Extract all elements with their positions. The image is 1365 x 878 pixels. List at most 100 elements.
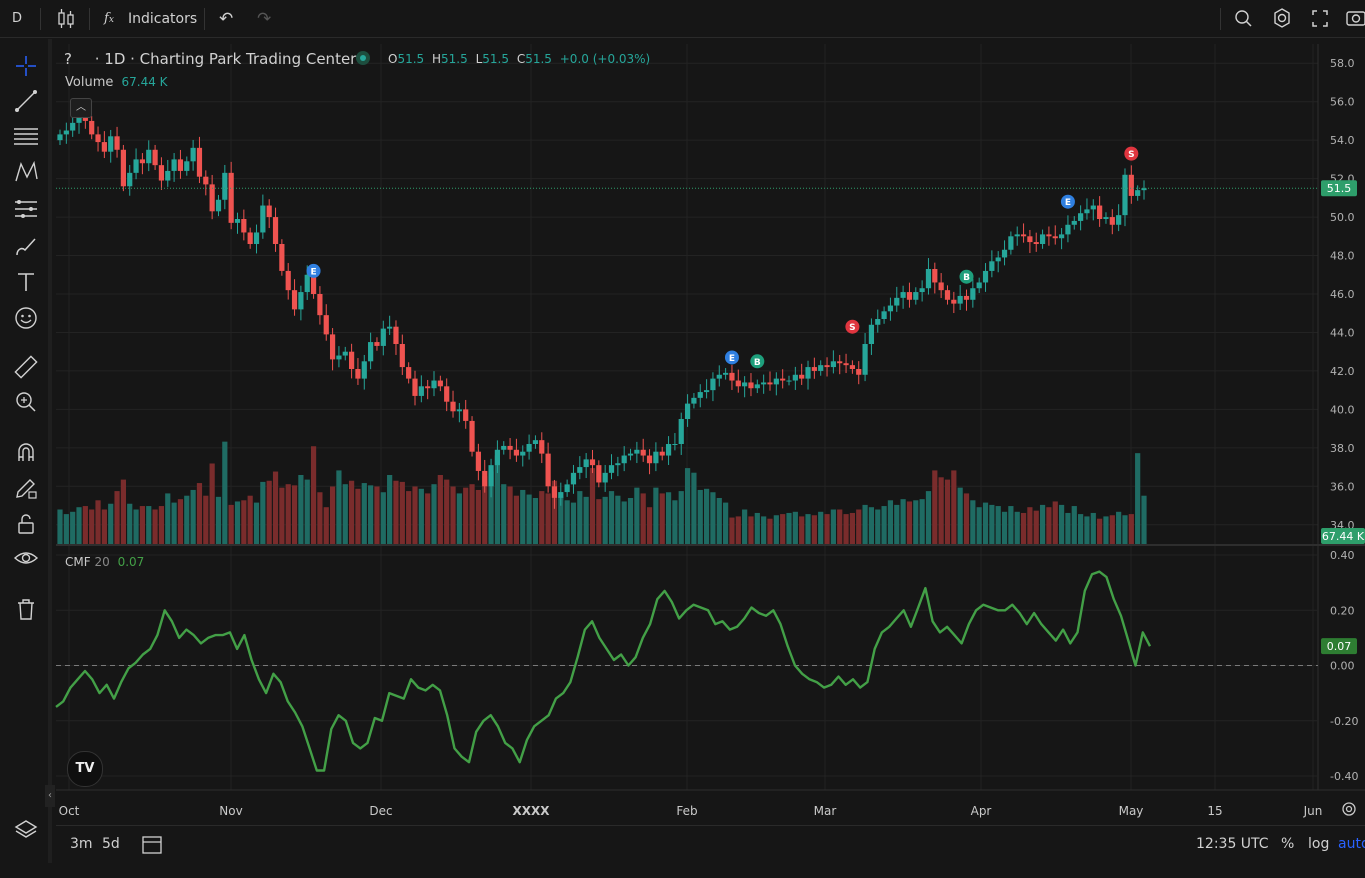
calendar-goto-date-icon[interactable] xyxy=(142,826,162,863)
ruler-icon[interactable] xyxy=(13,354,39,380)
last-price-tag xyxy=(1321,180,1357,197)
range-5d-button[interactable]: 5d xyxy=(102,836,120,852)
candle-body xyxy=(127,172,133,187)
candle-body xyxy=(241,219,247,233)
candle-body xyxy=(146,149,152,164)
candle-body xyxy=(177,159,184,171)
candle-body xyxy=(799,374,805,379)
event-marker-letter: S xyxy=(1128,150,1134,160)
crosshair-icon[interactable] xyxy=(13,53,39,79)
object-tree-layers-icon[interactable] xyxy=(13,816,39,842)
symbol-title[interactable]: · 1D · Charting Park Trading Center xyxy=(94,50,357,68)
text-tool-icon[interactable] xyxy=(13,269,39,295)
volume-bar xyxy=(63,514,69,544)
projection-icon[interactable] xyxy=(13,196,39,222)
candle-body xyxy=(114,136,120,150)
volume-bar xyxy=(266,480,272,544)
eye-icon[interactable] xyxy=(13,545,39,571)
volume-bar xyxy=(317,492,323,544)
candle-body xyxy=(716,374,722,379)
lock-icon[interactable] xyxy=(13,511,39,537)
volume-bar xyxy=(406,491,412,544)
magnet-icon[interactable] xyxy=(13,439,39,465)
candle-body xyxy=(608,465,615,473)
settings-gear-icon[interactable] xyxy=(1271,0,1293,38)
candle-body xyxy=(995,257,1001,262)
event-marker-letter: S xyxy=(849,323,855,333)
lock-drawing-pencil-icon[interactable] xyxy=(13,475,39,501)
tradingview-logo-icon[interactable]: TV xyxy=(67,751,103,787)
candles-icon[interactable] xyxy=(56,0,76,38)
log-scale-toggle[interactable]: log xyxy=(1308,836,1330,852)
volume-bar xyxy=(89,509,95,544)
candle-body xyxy=(95,134,101,143)
zoom-in-icon[interactable] xyxy=(13,389,39,415)
low-label: L xyxy=(475,52,483,66)
volume-tag-label: 67.44 K xyxy=(1322,530,1365,543)
snapshot-camera-icon[interactable] xyxy=(1346,0,1365,38)
collapse-toolbar-chevron-icon[interactable]: ‹ xyxy=(45,785,55,807)
candle-body xyxy=(837,361,843,364)
volume-bar xyxy=(596,499,602,544)
volume-bar xyxy=(551,480,558,544)
volume-bar xyxy=(475,489,481,544)
symbol-search-button[interactable]: D xyxy=(12,11,23,26)
volume-bar xyxy=(646,507,653,544)
candle-body xyxy=(1128,174,1134,196)
volume-bar xyxy=(279,487,285,544)
pattern-icon[interactable] xyxy=(13,159,39,185)
collapse-legend-chevron-icon[interactable]: ︿ xyxy=(70,98,92,118)
candle-body xyxy=(1122,174,1128,216)
volume-bar xyxy=(1090,512,1096,544)
volume-bar xyxy=(539,491,545,544)
volume-bar xyxy=(995,506,1001,544)
volume-bar xyxy=(95,500,101,544)
timezone-clock[interactable]: 12:35 UTC xyxy=(1196,836,1269,852)
event-marker-letter: B xyxy=(754,358,761,368)
candle-body xyxy=(615,463,621,466)
indicators-button[interactable]: Indicators xyxy=(128,11,198,27)
close-value: 51.5 xyxy=(525,52,552,66)
symbol-name[interactable]: ? xyxy=(64,50,72,68)
trend-line-icon[interactable] xyxy=(13,88,39,114)
percent-scale-toggle[interactable]: % xyxy=(1281,836,1295,852)
volume-legend[interactable]: Volume 67.44 K xyxy=(65,75,168,90)
emoji-icon[interactable] xyxy=(13,305,39,331)
candle-body xyxy=(374,342,380,346)
cmf-label: CMF xyxy=(65,555,91,569)
redo-icon[interactable]: ↷ xyxy=(257,9,272,29)
fib-retracement-icon[interactable] xyxy=(13,123,39,149)
price-tick-label: 56.0 xyxy=(1330,96,1355,109)
volume-bar xyxy=(577,491,583,544)
cmf-legend[interactable]: CMF 20 0.07 xyxy=(65,555,144,569)
brush-icon[interactable] xyxy=(13,233,39,259)
candle-body xyxy=(209,184,215,212)
trash-icon[interactable] xyxy=(13,596,39,622)
time-axis-settings-gear-icon[interactable] xyxy=(1341,801,1357,821)
candle-body xyxy=(1046,234,1052,237)
candle-body xyxy=(875,319,881,325)
candle-body xyxy=(304,274,310,293)
candle-body xyxy=(57,134,63,141)
candle-body xyxy=(1033,242,1039,244)
candle-body xyxy=(545,453,551,487)
candle-body xyxy=(431,380,437,389)
quick-search-icon[interactable] xyxy=(1234,0,1254,38)
fullscreen-icon[interactable] xyxy=(1311,0,1329,38)
candle-body xyxy=(653,451,659,464)
bottom-toolbar: 3m 5d 12:35 UTC % log auto xyxy=(56,825,1365,863)
range-3m-button[interactable]: 3m xyxy=(70,836,93,852)
volume-bar xyxy=(139,506,146,544)
volume-bar xyxy=(805,514,811,544)
candle-body xyxy=(627,453,634,456)
event-marker-letter: E xyxy=(310,267,316,277)
candle-body xyxy=(761,382,767,385)
market-status-dot xyxy=(356,51,370,65)
candle-body xyxy=(108,136,114,152)
candle-body xyxy=(773,378,779,385)
candle-body xyxy=(336,355,342,360)
candle-body xyxy=(539,440,545,454)
undo-icon[interactable]: ↶ xyxy=(219,9,234,29)
auto-scale-toggle[interactable]: auto xyxy=(1338,836,1365,852)
